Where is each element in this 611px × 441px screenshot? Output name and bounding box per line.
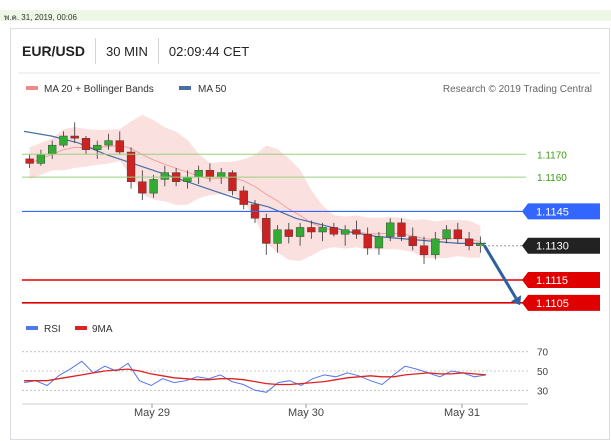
rsi-ma-line: [24, 368, 487, 386]
forecast-arrow-head: [510, 295, 522, 306]
candle-body: [183, 176, 192, 182]
rsi-tick-label: 30: [537, 386, 549, 397]
level-label: 1.1105: [536, 298, 569, 310]
timeframe: 30 MIN: [96, 38, 159, 64]
timestamp-strip: [0, 10, 611, 21]
candle-body: [81, 138, 91, 150]
level-label: 1.1130: [536, 241, 569, 253]
last-price-tag: [522, 237, 600, 254]
candle-body: [397, 222, 406, 237]
candle-body: [307, 227, 316, 233]
candle-body: [104, 140, 113, 146]
candle-body: [36, 154, 46, 164]
candle-body: [419, 245, 429, 256]
candle-body: [25, 158, 34, 164]
level-label: 1.1170: [537, 150, 567, 161]
rsi-tick-label: 70: [537, 348, 549, 359]
candle-body: [341, 229, 350, 235]
candle-body: [217, 172, 226, 178]
candle-body: [352, 229, 361, 235]
candle-body: [126, 151, 136, 182]
top-bar: พ.ค. 31, 2019, 00:06: [0, 0, 611, 24]
x-tick-label: May 29: [134, 407, 170, 419]
candle-body: [431, 238, 440, 256]
candle-body: [318, 227, 327, 233]
ma50-legend-label: MA 50: [198, 84, 227, 95]
candle-body: [363, 234, 372, 249]
price-layer: [23, 114, 486, 264]
candle-body: [70, 135, 79, 139]
level-label: 1.1160: [537, 173, 567, 184]
ma9-legend-label: 9MA: [92, 324, 113, 335]
candle-body: [149, 179, 158, 194]
bb-legend-label: MA 20 + Bollinger Bands: [44, 84, 154, 95]
clock: 02:09:44 CET: [168, 43, 250, 59]
candle-body: [239, 190, 248, 205]
candle-body: [59, 135, 68, 146]
bollinger-band: [29, 114, 481, 262]
candle-body: [284, 229, 293, 237]
levels-layer: 1.1170 1.1160 1.1145 1.1130 1.1115 1.1105: [22, 150, 600, 311]
level-tag: [522, 294, 600, 311]
rsi-layer: 70 50 30: [22, 348, 549, 397]
rsi-tick-label: 50: [537, 367, 549, 378]
candle-body: [160, 172, 169, 180]
ma9-legend-swatch: [75, 326, 87, 330]
x-axis: May 29 May 30 May 31: [22, 403, 528, 419]
candle-body: [295, 227, 305, 237]
candle-body: [194, 170, 203, 178]
candle-body: [386, 222, 395, 237]
candle-body: [464, 238, 474, 246]
level-tag: [522, 272, 600, 288]
candle-body: [442, 229, 451, 240]
level-label: 1.1115: [536, 275, 568, 287]
rsi-legend-swatch: [26, 326, 38, 330]
credit-text: Research © 2019 Trading Central: [443, 84, 592, 95]
x-tick-label: May 30: [288, 407, 324, 419]
currency-pair: EUR/USD: [18, 38, 97, 64]
candle-body: [273, 229, 282, 244]
forecast-arrow-shaft: [483, 244, 518, 300]
candle-body: [453, 229, 462, 240]
candle-body: [93, 144, 102, 150]
ma50-legend-swatch: [179, 86, 191, 90]
candle-body: [374, 236, 384, 249]
candle-body: [48, 144, 57, 155]
level-label: 1.1145: [536, 206, 569, 218]
candle-body: [115, 140, 124, 153]
bb-legend-swatch: [26, 86, 38, 90]
candle-body: [329, 227, 339, 235]
level-tag: [522, 203, 600, 220]
timestamp: พ.ค. 31, 2019, 00:06: [4, 13, 77, 22]
candle-body: [228, 172, 237, 192]
candle-body: [205, 170, 215, 178]
candle-body: [262, 218, 271, 244]
candle-body: [138, 181, 147, 194]
rsi-legend-label: RSI: [44, 324, 61, 335]
x-tick-label: May 31: [444, 407, 480, 419]
chart-header: EUR/USD 30 MIN 02:09:44 CET: [18, 38, 259, 64]
candle-body: [408, 236, 417, 246]
rsi-line: [23, 360, 487, 393]
